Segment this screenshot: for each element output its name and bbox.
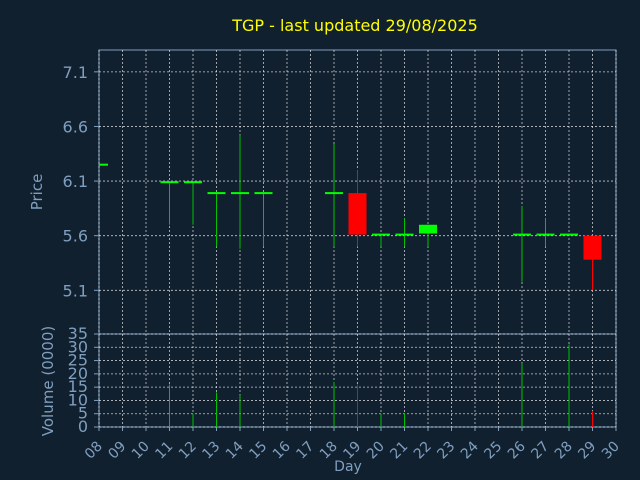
day-tick-label: 23 xyxy=(434,439,458,463)
day-tick-label: 09 xyxy=(105,439,129,463)
day-tick-label: 20 xyxy=(364,439,388,463)
candle-body-flat xyxy=(254,192,273,195)
candle-body-flat xyxy=(395,233,414,236)
price-tick-labels: 5.1 5.6 6.1 6.6 7.1 xyxy=(63,63,99,300)
candle-body-flat xyxy=(160,181,179,184)
volume-tick-label: 10 xyxy=(68,390,88,409)
day-tick-label: 26 xyxy=(505,438,529,462)
volume-tick-label: 35 xyxy=(68,324,88,343)
candle-body-down xyxy=(348,193,367,235)
day-tick-label: 24 xyxy=(458,438,482,462)
day-tick-label: 13 xyxy=(199,439,223,463)
chart-title: TGP - last updated 29/08/2025 xyxy=(231,16,478,35)
day-tick-label: 12 xyxy=(176,439,200,463)
day-tick-label: 14 xyxy=(223,438,247,462)
volume-tick-label: 0 xyxy=(78,417,88,436)
candle-body-flat xyxy=(536,233,555,236)
price-tick-label: 5.6 xyxy=(63,227,88,246)
day-tick-label: 25 xyxy=(481,439,505,463)
volume-tick-label: 20 xyxy=(68,364,88,383)
candle-body-flat xyxy=(560,233,578,236)
day-tick-label: 16 xyxy=(270,438,294,462)
candle-body-flat xyxy=(325,192,343,195)
day-tick-label: 15 xyxy=(246,439,270,463)
day-tick-label: 28 xyxy=(552,439,576,463)
candle-body-up xyxy=(419,224,437,234)
volume-tick-label: 30 xyxy=(68,337,88,356)
day-tick-label: 11 xyxy=(152,439,176,463)
price-axis-label: Price xyxy=(28,174,46,211)
candle-body-flat xyxy=(372,233,390,236)
candle-body-flat xyxy=(231,192,249,195)
day-tick-labels: 08 09 10 11 12 13 14 15 16 17 18 19 20 21 22 23 24 25 26 27… xyxy=(82,427,623,462)
day-tick-label: 30 xyxy=(599,439,623,463)
price-tick-label: 7.1 xyxy=(63,63,88,82)
day-tick-label: 21 xyxy=(387,439,411,463)
price-candles xyxy=(99,135,602,291)
day-tick-label: 17 xyxy=(293,439,317,463)
candle-body-down xyxy=(583,235,602,260)
day-tick-label: 10 xyxy=(129,439,153,463)
price-tick-label: 6.1 xyxy=(63,172,88,191)
day-tick-label: 29 xyxy=(575,439,599,463)
day-tick-label: 08 xyxy=(82,439,106,463)
price-tick-label: 6.6 xyxy=(63,117,88,136)
volume-tick-label: 15 xyxy=(68,377,88,396)
volume-tick-label: 25 xyxy=(68,351,88,370)
candle-body-flat xyxy=(207,192,226,195)
volume-axis-label: Volume (0000) xyxy=(39,326,57,436)
volume-bars xyxy=(169,344,593,427)
candle-body-flat xyxy=(184,181,202,184)
price-tick-label: 5.1 xyxy=(63,281,88,300)
candle-body-flat xyxy=(99,163,108,166)
candle-body-flat xyxy=(513,233,531,236)
day-tick-label: 27 xyxy=(528,439,552,463)
x-axis-label: Day xyxy=(334,459,362,475)
volume-tick-label: 5 xyxy=(78,404,88,423)
day-tick-label: 22 xyxy=(411,439,435,463)
